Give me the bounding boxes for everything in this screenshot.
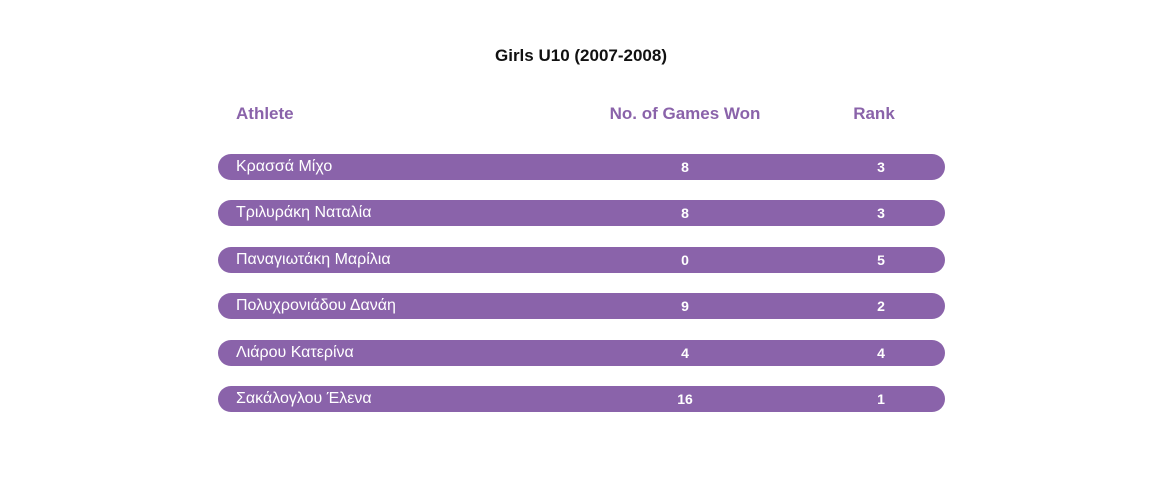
table-row: Τριλυράκη Ναταλία 8 3 [218, 200, 945, 227]
athlete-name: Λιάρου Κατερίνα [236, 343, 354, 361]
standings-table: Κρασσά Μίχο 8 3 Τριλυράκη Ναταλία 8 3 Πα… [218, 154, 945, 412]
rank-value: 4 [877, 344, 885, 361]
athlete-name: Τριλυράκη Ναταλία [236, 204, 372, 222]
table-row: Λιάρου Κατερίνα 4 4 [218, 339, 945, 366]
rank-value: 3 [877, 159, 885, 175]
athlete-name: Κρασσά Μίχο [236, 158, 333, 175]
games-won-value: 0 [681, 251, 689, 268]
table-row: Κρασσά Μίχο 8 3 [218, 154, 945, 180]
games-won-value: 16 [677, 390, 693, 407]
table-row: Σακάλογλου Έλενα 16 1 [218, 385, 945, 412]
games-won-value: 8 [681, 159, 689, 175]
athlete-name: Παναγιωτάκη Μαρίλια [236, 250, 391, 268]
column-header-rank: Rank [853, 104, 895, 123]
column-header-athlete: Athlete [236, 104, 294, 123]
page-title: Girls U10 (2007-2008) [495, 46, 667, 65]
games-won-value: 4 [681, 344, 689, 361]
rank-value: 1 [877, 390, 885, 407]
games-won-value: 8 [681, 205, 689, 222]
rank-value: 3 [877, 205, 885, 222]
column-header-games-won: No. of Games Won [609, 104, 761, 123]
athlete-name: Πολυχρονιάδου Δανάη [236, 297, 396, 315]
athlete-name: Σακάλογλου Έλενα [236, 389, 372, 407]
rank-value: 5 [877, 251, 885, 268]
table-row: Παναγιωτάκη Μαρίλια 0 5 [218, 246, 945, 273]
table-row: Πολυχρονιάδου Δανάη 9 2 [218, 293, 945, 320]
games-won-value: 9 [681, 298, 689, 315]
rank-value: 2 [877, 298, 885, 315]
